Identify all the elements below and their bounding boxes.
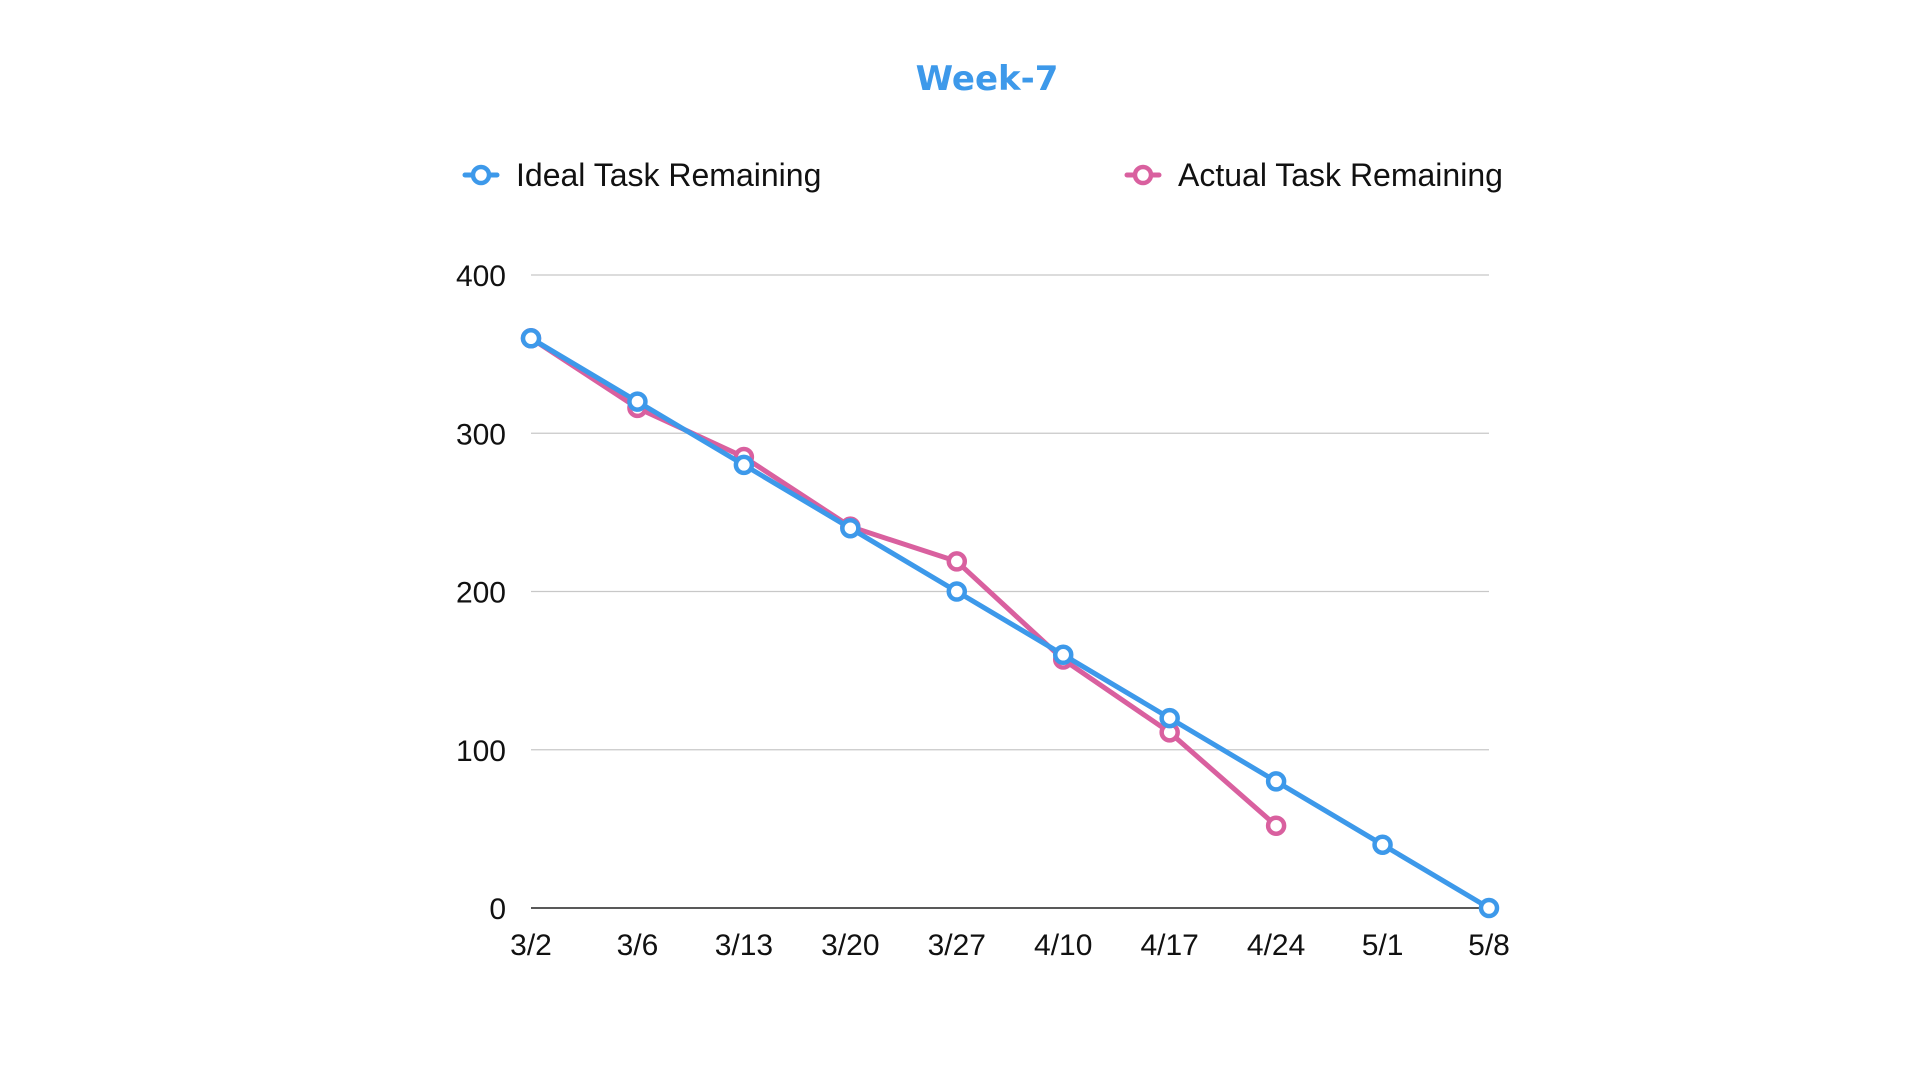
x-tick-label: 3/6 [617,929,659,962]
x-axis-ticks: 3/2 3/6 3/13 3/20 3/27 4/10 4/17 4/24 5/1 5/8 [510,929,1510,962]
x-tick-label: 3/27 [928,929,986,962]
gridlines [531,274,1489,909]
series-group [520,328,1500,919]
data-point [627,391,648,412]
data-point [840,517,861,539]
legend-item: Ideal Task Remaining [462,157,821,193]
chart-title: Week-7 [916,59,1059,99]
legend-label: Actual Task Remaining [1178,157,1503,193]
series-0 [520,328,1500,919]
legend-swatch-marker [1132,164,1154,186]
data-point [1478,897,1500,919]
y-tick-label: 200 [456,577,506,610]
data-point [946,581,968,602]
x-tick-label: 5/8 [1468,929,1510,962]
x-tick-label: 3/20 [821,929,879,962]
y-axis-ticks: 0 100 200 300 400 [456,260,506,926]
y-tick-label: 100 [456,735,506,768]
data-point [1265,815,1287,836]
x-tick-label: 3/13 [715,929,773,962]
data-point [1372,834,1393,855]
data-point [946,551,968,572]
data-point [733,454,755,476]
legend-swatch-marker [470,164,492,186]
y-tick-label: 300 [456,418,506,451]
series-line [528,335,1279,829]
x-tick-label: 3/2 [510,929,552,962]
legend-label: Ideal Task Remaining [516,157,821,193]
x-tick-label: 5/1 [1362,929,1404,962]
data-point [1159,707,1180,729]
x-tick-label: 4/10 [1034,929,1092,962]
y-tick-label: 400 [456,260,506,293]
data-point [1052,644,1074,666]
series-line [528,335,1492,911]
data-point [1265,771,1287,792]
x-tick-label: 4/24 [1247,929,1305,962]
x-tick-label: 4/17 [1140,929,1198,962]
legend: Ideal Task Remaining Actual Task Remainin… [462,157,1503,193]
data-point [520,328,542,349]
legend-item: Actual Task Remaining [1124,157,1503,193]
y-tick-label: 0 [489,893,506,926]
